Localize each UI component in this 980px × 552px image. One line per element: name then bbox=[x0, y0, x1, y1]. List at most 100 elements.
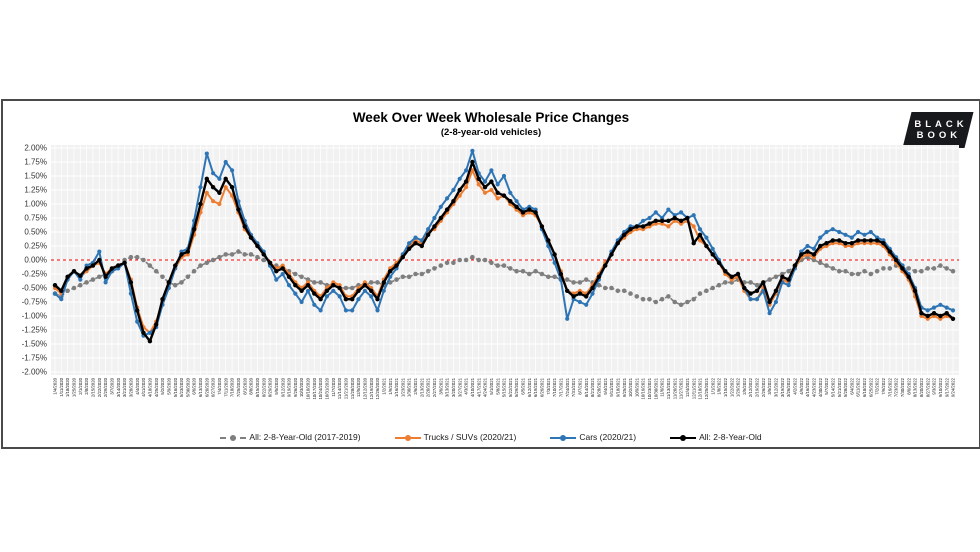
svg-text:8/15/2020: 8/15/2020 bbox=[255, 377, 260, 397]
svg-text:3/26/2022: 3/26/2022 bbox=[786, 377, 791, 397]
svg-text:8/1/2020: 8/1/2020 bbox=[242, 377, 247, 394]
svg-text:8/22/2020: 8/22/2020 bbox=[261, 377, 266, 397]
svg-text:0.75%: 0.75% bbox=[24, 214, 47, 223]
svg-text:6/26/2021: 6/26/2021 bbox=[540, 377, 545, 397]
legend-item-all-2017-2019: All: 2-8-Year-Old (2017-2019) bbox=[220, 432, 361, 442]
svg-text:2/15/2020: 2/15/2020 bbox=[91, 377, 96, 397]
chart-subtitle: (2-8-year-old vehicles) bbox=[440, 127, 542, 138]
svg-text:8/8/2020: 8/8/2020 bbox=[249, 377, 254, 394]
legend-swatch-orange bbox=[394, 434, 421, 441]
svg-text:9/25/2021: 9/25/2021 bbox=[622, 377, 627, 397]
svg-text:11/13/2021: 11/13/2021 bbox=[666, 377, 671, 399]
svg-text:3/6/2021: 3/6/2021 bbox=[438, 377, 443, 394]
svg-text:1/16/2021: 1/16/2021 bbox=[394, 377, 399, 397]
svg-text:11/14/2020: 11/14/2020 bbox=[337, 377, 342, 399]
svg-text:2.00%: 2.00% bbox=[24, 144, 47, 153]
svg-text:7/2/2022: 7/2/2022 bbox=[875, 377, 880, 394]
svg-text:1/11/2020: 1/11/2020 bbox=[59, 377, 64, 396]
svg-text:6/6/2020: 6/6/2020 bbox=[192, 377, 197, 394]
svg-text:7/30/2022: 7/30/2022 bbox=[900, 377, 905, 397]
svg-text:3/5/2022: 3/5/2022 bbox=[767, 377, 772, 394]
svg-text:9/19/2020: 9/19/2020 bbox=[287, 377, 292, 397]
svg-text:4/30/2022: 4/30/2022 bbox=[818, 377, 823, 397]
svg-text:2/20/2021: 2/20/2021 bbox=[426, 377, 431, 397]
svg-text:2/12/2022: 2/12/2022 bbox=[748, 377, 753, 397]
svg-text:6/20/2020: 6/20/2020 bbox=[204, 377, 209, 397]
svg-text:-0.50%: -0.50% bbox=[22, 284, 47, 293]
svg-text:6/25/2022: 6/25/2022 bbox=[868, 377, 873, 397]
svg-text:9/11/2021: 9/11/2021 bbox=[609, 377, 614, 396]
svg-text:0.00%: 0.00% bbox=[24, 256, 47, 265]
svg-text:5/15/2021: 5/15/2021 bbox=[502, 377, 507, 397]
svg-text:7/10/2021: 7/10/2021 bbox=[552, 377, 557, 397]
svg-text:4/9/2022: 4/9/2022 bbox=[799, 377, 804, 394]
svg-text:8/14/2021: 8/14/2021 bbox=[584, 377, 589, 397]
svg-text:8/27/2022: 8/27/2022 bbox=[925, 377, 930, 397]
legend-label: Trucks / SUVs (2020/21) bbox=[423, 432, 517, 442]
svg-text:6/11/2022: 6/11/2022 bbox=[856, 377, 861, 396]
svg-text:10/2/2021: 10/2/2021 bbox=[628, 377, 633, 397]
svg-text:12/18/2021: 12/18/2021 bbox=[698, 377, 703, 399]
svg-text:5/1/2021: 5/1/2021 bbox=[489, 377, 494, 394]
legend-item-cars: Cars (2020/21) bbox=[550, 432, 636, 442]
svg-text:10/16/2021: 10/16/2021 bbox=[641, 377, 646, 399]
svg-text:8/21/2021: 8/21/2021 bbox=[590, 377, 595, 397]
svg-text:9/12/2020: 9/12/2020 bbox=[280, 377, 285, 397]
svg-text:8/13/2022: 8/13/2022 bbox=[913, 377, 918, 397]
svg-text:5/8/2021: 5/8/2021 bbox=[495, 377, 500, 394]
svg-text:1/18/2020: 1/18/2020 bbox=[65, 377, 70, 397]
svg-text:6/19/2021: 6/19/2021 bbox=[533, 377, 538, 397]
svg-text:1/1/2022: 1/1/2022 bbox=[710, 377, 715, 394]
svg-text:4/18/2020: 4/18/2020 bbox=[147, 377, 152, 397]
svg-text:5/28/2022: 5/28/2022 bbox=[843, 377, 848, 397]
svg-text:4/3/2021: 4/3/2021 bbox=[464, 377, 469, 394]
svg-text:4/16/2022: 4/16/2022 bbox=[805, 377, 810, 397]
svg-text:3/20/2021: 3/20/2021 bbox=[451, 377, 456, 397]
svg-text:7/9/2022: 7/9/2022 bbox=[881, 377, 886, 394]
svg-text:6/27/2020: 6/27/2020 bbox=[211, 377, 216, 397]
svg-text:7/23/2022: 7/23/2022 bbox=[894, 377, 899, 397]
svg-text:7/24/2021: 7/24/2021 bbox=[565, 377, 570, 397]
svg-text:4/10/2021: 4/10/2021 bbox=[470, 377, 475, 397]
svg-text:10/3/2020: 10/3/2020 bbox=[299, 377, 304, 397]
svg-text:7/4/2020: 7/4/2020 bbox=[217, 377, 222, 394]
svg-text:2/6/2021: 2/6/2021 bbox=[413, 377, 418, 394]
svg-text:1/4/2020: 1/4/2020 bbox=[53, 377, 58, 394]
svg-text:3/28/2020: 3/28/2020 bbox=[128, 377, 133, 397]
legend-swatch-gray bbox=[220, 434, 247, 441]
svg-text:3/7/2020: 3/7/2020 bbox=[110, 377, 115, 394]
svg-text:4/11/2020: 4/11/2020 bbox=[141, 377, 146, 396]
svg-text:12/19/2020: 12/19/2020 bbox=[369, 377, 374, 399]
svg-text:11/6/2021: 11/6/2021 bbox=[660, 377, 665, 396]
svg-text:6/18/2022: 6/18/2022 bbox=[862, 377, 867, 397]
svg-text:3/19/2022: 3/19/2022 bbox=[780, 377, 785, 397]
svg-text:9/10/2022: 9/10/2022 bbox=[938, 377, 943, 397]
svg-text:12/4/2021: 12/4/2021 bbox=[685, 377, 690, 397]
svg-text:7/16/2022: 7/16/2022 bbox=[887, 377, 892, 397]
svg-text:7/18/2020: 7/18/2020 bbox=[230, 377, 235, 397]
svg-text:11/27/2021: 11/27/2021 bbox=[679, 377, 684, 399]
svg-text:1.50%: 1.50% bbox=[24, 172, 47, 181]
svg-text:2/13/2021: 2/13/2021 bbox=[419, 377, 424, 397]
svg-text:5/21/2022: 5/21/2022 bbox=[837, 377, 842, 397]
svg-text:1/25/2020: 1/25/2020 bbox=[72, 377, 77, 397]
svg-text:12/26/2020: 12/26/2020 bbox=[375, 377, 380, 399]
svg-text:1/2/2021: 1/2/2021 bbox=[381, 377, 386, 394]
svg-text:9/17/2022: 9/17/2022 bbox=[944, 377, 949, 397]
legend-item-all-current: All: 2-8-Year-Old bbox=[670, 432, 762, 442]
svg-text:3/14/2020: 3/14/2020 bbox=[116, 377, 121, 397]
svg-text:5/2/2020: 5/2/2020 bbox=[160, 377, 165, 394]
svg-text:2/19/2022: 2/19/2022 bbox=[755, 377, 760, 397]
svg-text:7/25/2020: 7/25/2020 bbox=[236, 377, 241, 397]
svg-text:9/18/2021: 9/18/2021 bbox=[615, 377, 620, 397]
svg-text:11/7/2020: 11/7/2020 bbox=[331, 377, 336, 396]
svg-text:1.00%: 1.00% bbox=[24, 200, 47, 209]
svg-text:2/5/2022: 2/5/2022 bbox=[742, 377, 747, 394]
svg-text:4/2/2022: 4/2/2022 bbox=[793, 377, 798, 394]
svg-text:9/26/2020: 9/26/2020 bbox=[293, 377, 298, 397]
svg-text:10/31/2020: 10/31/2020 bbox=[325, 377, 330, 399]
svg-text:1/15/2022: 1/15/2022 bbox=[723, 377, 728, 397]
svg-text:1.75%: 1.75% bbox=[24, 158, 47, 167]
svg-text:8/7/2021: 8/7/2021 bbox=[577, 377, 582, 394]
svg-text:5/22/2021: 5/22/2021 bbox=[508, 377, 513, 397]
